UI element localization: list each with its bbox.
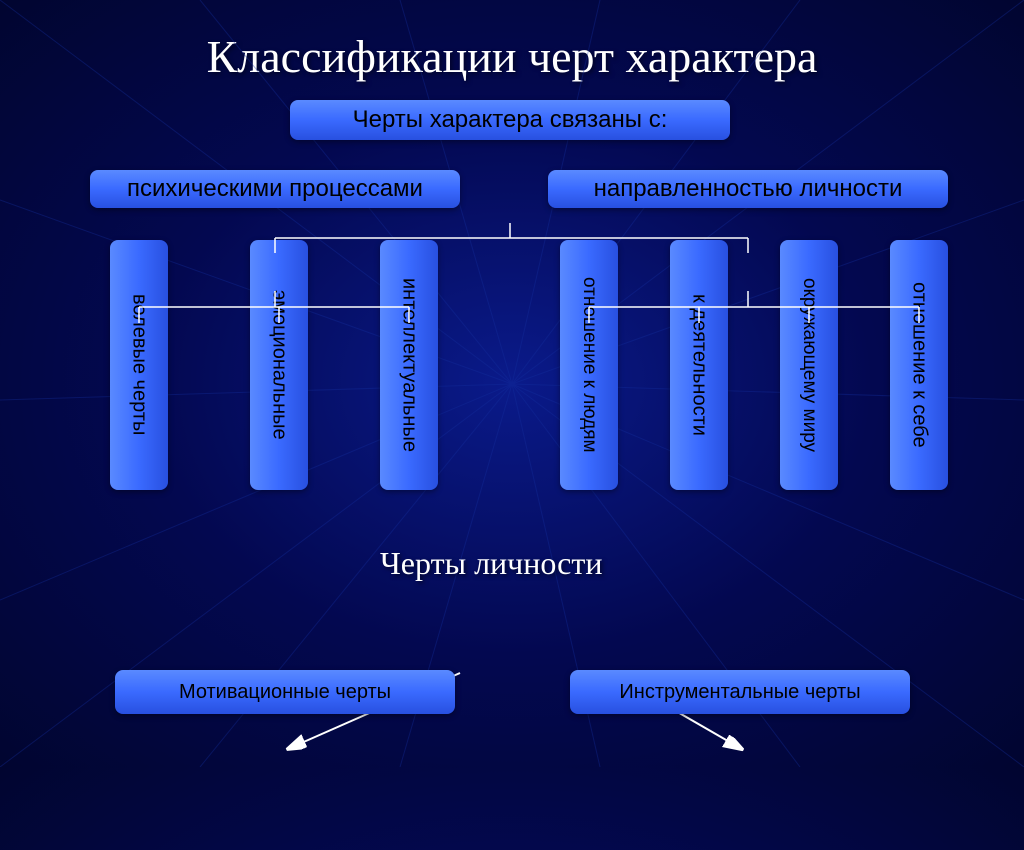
bottom-node: Мотивационные черты — [115, 670, 455, 714]
bottom-node: Инструментальные черты — [570, 670, 910, 714]
slide-title: Классификации черт характера — [0, 0, 1024, 83]
arrows — [0, 83, 1024, 850]
